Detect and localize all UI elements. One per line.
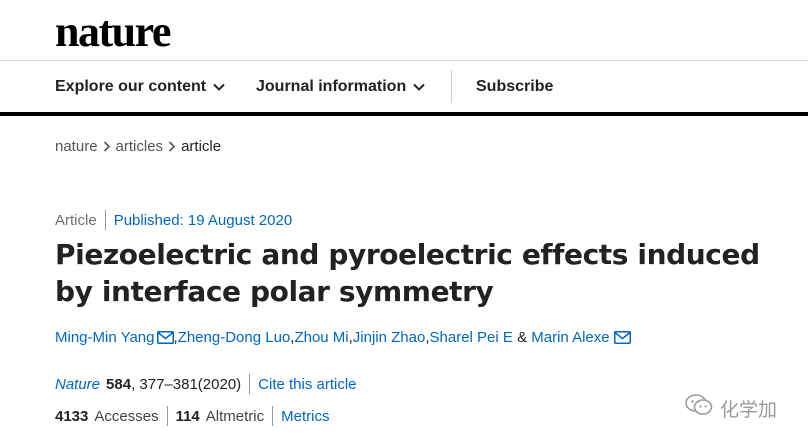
- breadcrumb-article: article: [181, 138, 222, 155]
- breadcrumb-nature[interactable]: nature: [55, 138, 98, 155]
- nav-journal-information[interactable]: Journal information: [256, 61, 425, 112]
- article-type: Article: [55, 211, 97, 229]
- author-link[interactable]: Zhou Mi: [294, 329, 349, 346]
- metrics-divider: [166, 406, 168, 426]
- author-link[interactable]: Jinjin Zhao: [352, 329, 426, 346]
- watermark-text: 化学加: [720, 398, 778, 421]
- altmetric-label: Altmetric: [205, 407, 265, 425]
- author-link[interactable]: Zheng-Dong Luo: [177, 329, 291, 346]
- journal-pages: , 377–381(2020): [131, 375, 242, 393]
- nature-logo[interactable]: nature: [55, 7, 171, 56]
- email-icon[interactable]: [156, 331, 174, 344]
- article-metrics: 4133 Accesses 114 Altmetric Metrics: [55, 406, 329, 426]
- author-separator: ,: [290, 329, 295, 346]
- author-link[interactable]: Marin Alexe: [531, 329, 610, 346]
- chevron-right-icon: [168, 141, 176, 152]
- email-icon[interactable]: [613, 331, 631, 344]
- watermark: 化学加: [684, 393, 777, 423]
- chat-bubble-icon: [684, 393, 714, 423]
- citation-divider: [249, 374, 251, 394]
- author-list: Ming-Min Yang , Zheng-Dong Luo , Zhou Mi…: [55, 329, 631, 346]
- nav-subscribe-label: Subscribe: [476, 77, 554, 95]
- metrics-link[interactable]: Metrics: [281, 407, 330, 425]
- nav-explore-content[interactable]: Explore our content: [55, 61, 225, 112]
- author-link[interactable]: Sharel Pei E: [429, 329, 513, 346]
- nav-journal-information-label: Journal information: [256, 77, 407, 95]
- chevron-down-icon: [413, 83, 425, 91]
- journal-volume: 584: [106, 375, 132, 393]
- author-separator: ,: [348, 329, 353, 346]
- author-separator: ,: [425, 329, 430, 346]
- nav-bottom-bar: [0, 112, 808, 116]
- author-link[interactable]: Ming-Min Yang: [55, 329, 155, 346]
- main-navigation: Explore our content Journal information …: [0, 61, 808, 112]
- article-title: Piezoelectric and pyroelectric effects i…: [55, 238, 760, 308]
- nav-subscribe[interactable]: Subscribe: [476, 61, 553, 112]
- breadcrumb: nature articles article: [55, 138, 221, 155]
- chevron-down-icon: [213, 83, 225, 91]
- author-separator: ,: [173, 329, 178, 346]
- article-meta: Article Published: 19 August 2020: [55, 210, 292, 230]
- journal-name[interactable]: Nature: [55, 375, 101, 393]
- meta-divider: [104, 210, 106, 230]
- accesses-label: Accesses: [94, 407, 159, 425]
- breadcrumb-articles[interactable]: articles: [115, 138, 164, 155]
- metrics-divider: [272, 406, 274, 426]
- cite-this-article-link[interactable]: Cite this article: [258, 375, 357, 393]
- nav-divider: [451, 70, 452, 103]
- author-last-joiner: &: [512, 329, 532, 346]
- chevron-right-icon: [103, 141, 111, 152]
- citation-line: Nature 584 , 377–381(2020) Cite this art…: [55, 374, 357, 394]
- nav-explore-content-label: Explore our content: [55, 77, 207, 95]
- accesses-count: 4133: [55, 407, 89, 425]
- altmetric-count: 114: [175, 407, 200, 425]
- published-date: Published: 19 August 2020: [113, 211, 293, 229]
- nav-top-divider: [0, 60, 808, 61]
